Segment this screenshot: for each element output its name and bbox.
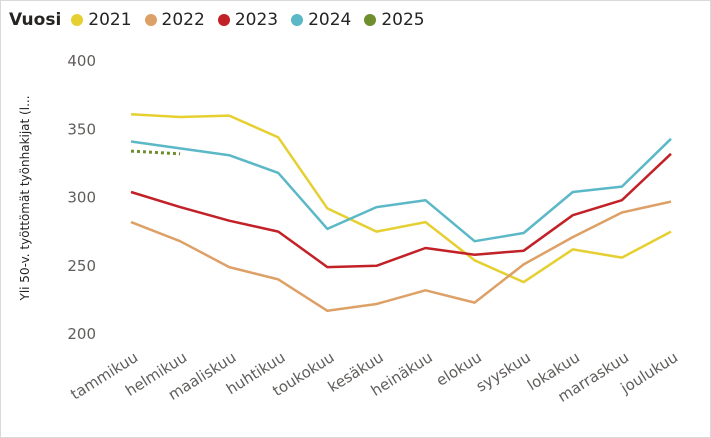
y-tick-label: 250 (67, 257, 96, 275)
y-tick-label: 400 (67, 52, 96, 70)
series-line-2022 (130, 200, 672, 313)
legend-marker-icon (217, 14, 230, 26)
legend-marker-icon (291, 14, 304, 26)
series-line-2024 (130, 137, 672, 243)
legend-label: 2021 (88, 10, 132, 30)
legend-title: Vuosi (9, 10, 62, 30)
series-line-2021 (130, 112, 672, 284)
legend-marker-icon (364, 14, 377, 26)
y-axis: 200 250 300 350 400 (67, 52, 96, 343)
series-line-2025 (130, 149, 181, 156)
legend-label: 2023 (234, 10, 279, 30)
legend-marker-icon (71, 14, 84, 26)
y-axis-title: Yli 50-v. työttömät työnhakijat (l... (18, 95, 32, 301)
legend-label: 2024 (308, 10, 352, 30)
legend-item-2023[interactable]: 2023 (217, 10, 279, 30)
legend-item-2025[interactable]: 2025 (364, 10, 425, 30)
legend-label: 2022 (161, 10, 205, 30)
x-axis: tammikuuhelmikuumaaliskuuhuhtikuutoukoku… (67, 348, 681, 406)
x-tick-label: syyskuu (473, 348, 534, 395)
legend-item-2024[interactable]: 2024 (291, 10, 351, 30)
legend-marker-icon (144, 14, 157, 26)
legend-item-2022[interactable]: 2022 (144, 10, 205, 30)
y-tick-label: 350 (67, 120, 96, 138)
series-line-2023 (130, 152, 672, 269)
legend-item-2021[interactable]: 2021 (71, 10, 132, 30)
y-tick-label: 300 (67, 189, 96, 207)
plot-area (130, 112, 672, 313)
legend: Vuosi 2021 2022 2023 2024 2025 (9, 7, 438, 33)
y-tick-label: 200 (67, 325, 96, 343)
legend-label: 2025 (381, 10, 425, 30)
